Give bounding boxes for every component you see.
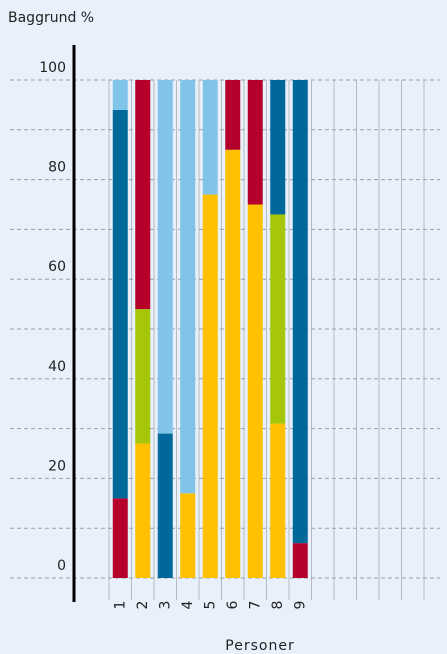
bar-segment (270, 214, 286, 424)
y-tick-label: 60 (48, 259, 66, 275)
bar-segment (157, 433, 173, 578)
bar-segment (135, 443, 151, 578)
y-axis-label: Baggrund % (8, 10, 94, 26)
bar-segment (247, 80, 263, 205)
y-tick-label: 100 (39, 60, 66, 76)
x-tick-label: 3 (157, 601, 173, 610)
bar-segment (292, 543, 308, 578)
y-tick-label: 20 (48, 458, 66, 474)
bar-segment (270, 80, 286, 215)
y-tick-label: 80 (48, 160, 66, 176)
y-tick-label: 40 (48, 359, 66, 375)
bar-segment (180, 80, 196, 494)
bar-segment (135, 309, 151, 444)
bar-segment (112, 109, 128, 499)
bar-segment (292, 80, 308, 544)
x-tick-label: 6 (225, 600, 241, 609)
x-tick-label: 2 (135, 601, 151, 610)
x-tick-label: 4 (180, 600, 196, 609)
bar-segment (112, 80, 128, 110)
x-tick-label: 5 (202, 601, 218, 610)
bar-segment (202, 80, 218, 195)
x-axis-label: Personer (225, 638, 294, 654)
bar-segment (135, 80, 151, 310)
bar-segment (270, 423, 286, 578)
x-tick-label: 7 (247, 601, 263, 610)
x-tick-label: 9 (292, 601, 308, 610)
x-tick-label: 1 (112, 601, 128, 610)
y-tick-label: 0 (57, 558, 66, 574)
bar-segment (247, 204, 263, 578)
bar-segment (180, 493, 196, 578)
bar-segment (225, 149, 241, 578)
bar-segment (157, 80, 173, 434)
bar-segment (225, 80, 241, 150)
bar-segment (202, 194, 218, 579)
x-tick-label: 8 (270, 601, 286, 610)
bar-segment (112, 498, 128, 578)
